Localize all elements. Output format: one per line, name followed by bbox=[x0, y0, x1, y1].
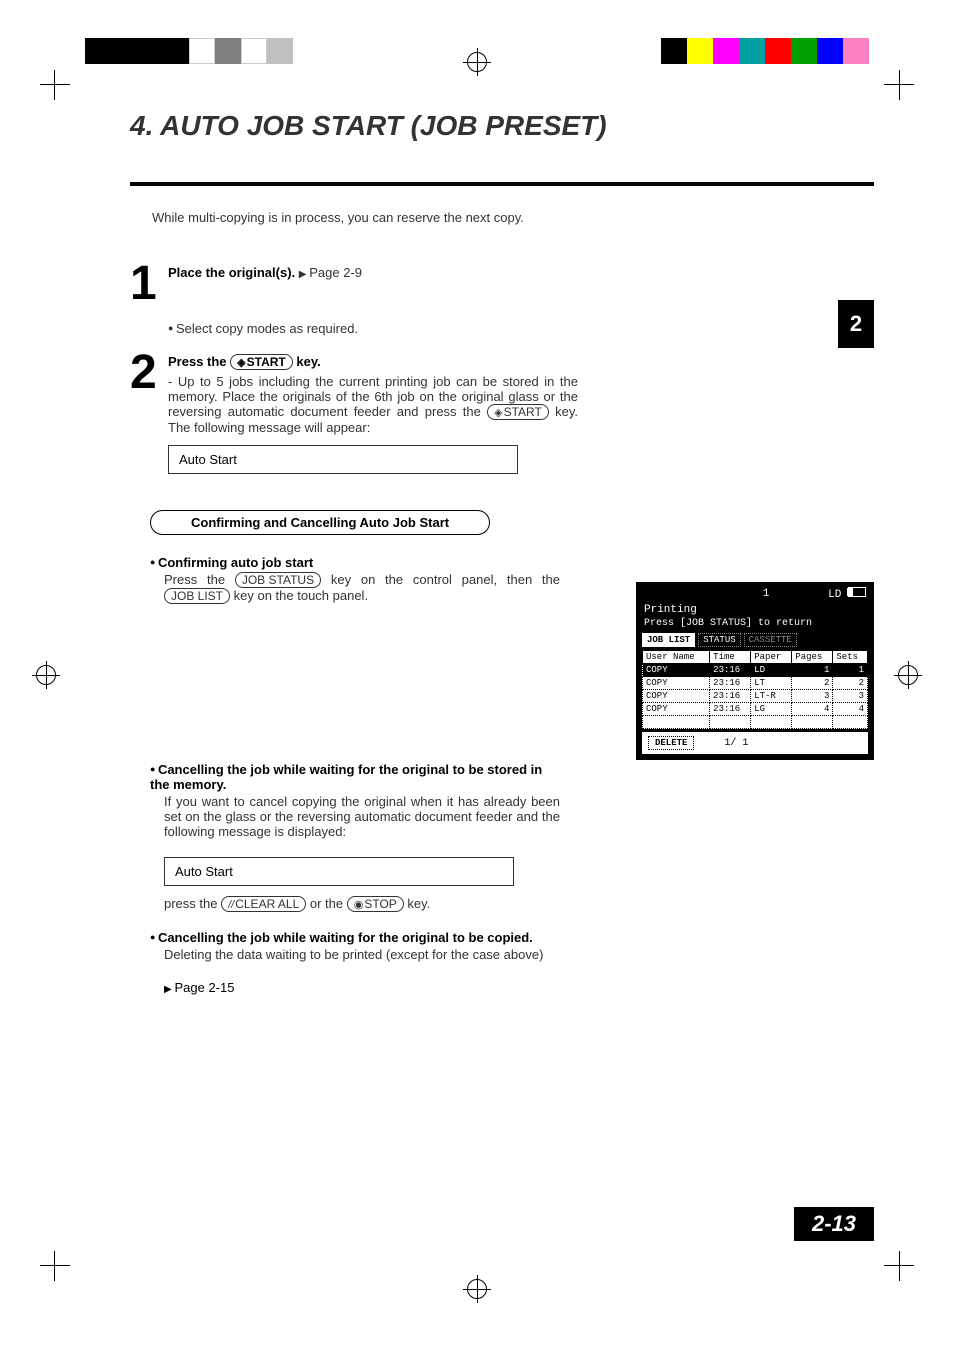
start-key: START bbox=[487, 404, 549, 420]
table-row bbox=[643, 716, 868, 729]
job-status-key: JOB STATUS bbox=[235, 572, 321, 588]
start-key: START bbox=[230, 354, 293, 370]
col-pages: Pages bbox=[792, 651, 833, 664]
cell: 23:16 bbox=[710, 677, 751, 690]
confirm-body-b: key on the control panel, then the bbox=[321, 572, 560, 587]
step-1: 1 Place the original(s). Page 2-9 bbox=[130, 265, 874, 303]
cell: 23:16 bbox=[710, 690, 751, 703]
col-username: User Name bbox=[643, 651, 710, 664]
lcd-panel: 1 LD Printing Press [JOB STATUS] to retu… bbox=[636, 582, 874, 760]
section-heading: AUTO JOB START (JOB PRESET) bbox=[160, 110, 607, 141]
table-header-row: User Name Time Paper Pages Sets bbox=[643, 651, 868, 664]
cell: LG bbox=[751, 703, 792, 716]
cancel-tail-c: key. bbox=[404, 896, 431, 911]
confirm-block: Confirming auto job start Press the JOB … bbox=[150, 555, 560, 604]
sub-heading: Confirming and Cancelling Auto Job Start bbox=[150, 510, 490, 535]
step-2: 2 Press the START key. - Up to 5 jobs in… bbox=[130, 354, 874, 435]
table-row[interactable]: COPY 23:16 LT 2 2 bbox=[643, 677, 868, 690]
step2-lead-b: key. bbox=[296, 354, 320, 369]
lcd-top-paper: LD bbox=[828, 589, 841, 601]
message-box: Auto Start bbox=[164, 857, 514, 886]
cancel-store-header: Cancelling the job while waiting for the… bbox=[150, 762, 560, 792]
intro-text: While multi-copying is in process, you c… bbox=[152, 210, 874, 225]
confirm-header: Confirming auto job start bbox=[150, 555, 560, 570]
cell: 4 bbox=[792, 703, 833, 716]
step-number: 2 bbox=[130, 354, 168, 392]
step2-lead-a: Press the bbox=[168, 354, 230, 369]
lcd-status: Printing bbox=[638, 604, 872, 618]
cell: 23:16 bbox=[710, 664, 751, 677]
col-sets: Sets bbox=[833, 651, 868, 664]
title-rule bbox=[130, 182, 874, 186]
crop-mark bbox=[884, 1251, 914, 1281]
cancel-copy-body: Deleting the data waiting to be printed … bbox=[164, 947, 560, 962]
col-time: Time bbox=[710, 651, 751, 664]
registration-mark bbox=[36, 665, 56, 685]
cell: 2 bbox=[792, 677, 833, 690]
sub-heading-wrap: Confirming and Cancelling Auto Job Start bbox=[150, 510, 874, 535]
cell: 2 bbox=[833, 677, 868, 690]
print-colorbar-right bbox=[661, 38, 869, 64]
cell: 1 bbox=[792, 664, 833, 677]
cell: LD bbox=[751, 664, 792, 677]
job-list-key: JOB LIST bbox=[164, 588, 230, 604]
lcd-tab-status[interactable]: STATUS bbox=[698, 633, 740, 647]
lcd-job-table: User Name Time Paper Pages Sets COPY 23:… bbox=[642, 650, 868, 729]
page-content: 4. AUTO JOB START (JOB PRESET) While mul… bbox=[130, 110, 874, 1241]
lcd-tab-joblist[interactable]: JOB LIST bbox=[642, 633, 695, 647]
cell: 3 bbox=[792, 690, 833, 703]
clear-all-key: CLEAR ALL bbox=[221, 896, 306, 912]
crop-mark bbox=[884, 70, 914, 100]
table-row[interactable]: COPY 23:16 LG 4 4 bbox=[643, 703, 868, 716]
cancel-store-body: If you want to cancel copying the origin… bbox=[164, 794, 560, 839]
page-ref: Page 2-15 bbox=[164, 980, 874, 995]
cell: 1 bbox=[833, 664, 868, 677]
cell: 3 bbox=[833, 690, 868, 703]
message-box: Auto Start bbox=[168, 445, 518, 474]
cell: LT-R bbox=[751, 690, 792, 703]
cell: 4 bbox=[833, 703, 868, 716]
stop-key: STOP bbox=[347, 896, 404, 912]
section-title: 4. AUTO JOB START (JOB PRESET) bbox=[130, 110, 874, 142]
step-number: 1 bbox=[130, 265, 168, 303]
col-paper: Paper bbox=[751, 651, 792, 664]
confirm-body-c: key on the touch panel. bbox=[230, 588, 368, 603]
paper-feed-icon bbox=[848, 587, 866, 597]
cell: COPY bbox=[643, 690, 710, 703]
lcd-top-number: 1 bbox=[763, 588, 770, 600]
cell: COPY bbox=[643, 677, 710, 690]
registration-mark bbox=[898, 665, 918, 685]
step1-ref: Page 2-9 bbox=[309, 265, 362, 280]
cell: LT bbox=[751, 677, 792, 690]
print-colorbar-left bbox=[85, 38, 293, 64]
cell: 23:16 bbox=[710, 703, 751, 716]
cancel-copy-block: Cancelling the job while waiting for the… bbox=[150, 930, 560, 962]
page-ref-text: Page 2-15 bbox=[174, 980, 234, 995]
lcd-tab-cassette[interactable]: CASSETTE bbox=[744, 633, 797, 647]
registration-mark bbox=[467, 1279, 487, 1299]
cell: COPY bbox=[643, 703, 710, 716]
table-row[interactable]: COPY 23:16 LD 1 1 bbox=[643, 664, 868, 677]
crop-mark bbox=[40, 70, 70, 100]
cancel-tail-b: or the bbox=[306, 896, 346, 911]
step1-lead: Place the original(s). bbox=[168, 265, 295, 280]
lcd-return-hint: Press [JOB STATUS] to return bbox=[638, 618, 872, 633]
section-number: 4. bbox=[130, 110, 153, 141]
cancel-tail-a: press the bbox=[164, 896, 221, 911]
table-row[interactable]: COPY 23:16 LT-R 3 3 bbox=[643, 690, 868, 703]
confirm-body-a: Press the bbox=[164, 572, 235, 587]
registration-mark bbox=[467, 52, 487, 72]
lcd-pager: 1/ 1 bbox=[724, 738, 748, 749]
page-ref-icon bbox=[299, 265, 309, 280]
cancel-store-block: Cancelling the job while waiting for the… bbox=[150, 762, 560, 839]
step1-bullet: Select copy modes as required. bbox=[168, 321, 874, 336]
cell: COPY bbox=[643, 664, 710, 677]
cancel-copy-header: Cancelling the job while waiting for the… bbox=[150, 930, 560, 945]
crop-mark bbox=[40, 1251, 70, 1281]
lcd-delete-button[interactable]: DELETE bbox=[648, 736, 694, 750]
